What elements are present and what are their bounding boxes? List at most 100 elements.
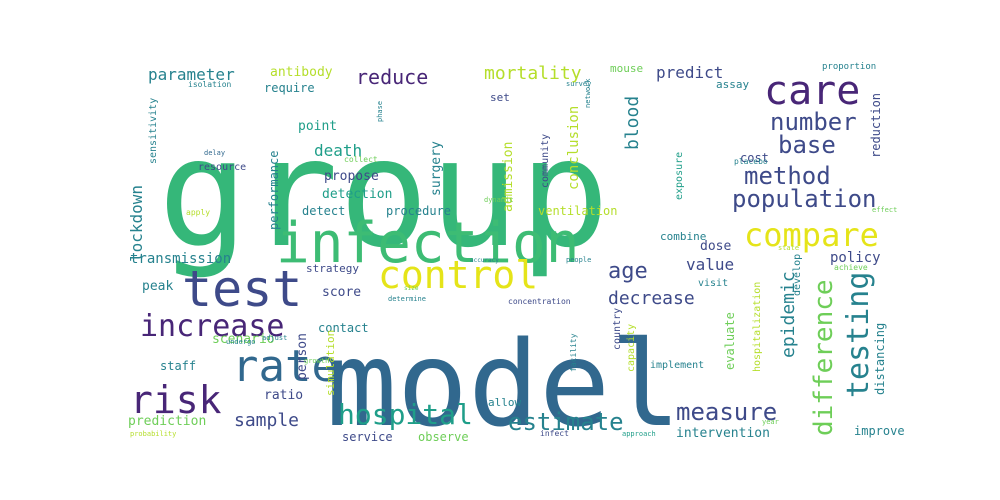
word-admission: admission <box>501 142 516 212</box>
word-cost: cost <box>740 151 769 165</box>
word-state: state <box>778 244 799 252</box>
word-mortality: mortality <box>484 63 582 84</box>
word-test: test <box>182 260 302 318</box>
word-facility: facility <box>569 333 578 372</box>
word-propose: propose <box>324 169 379 184</box>
word-ratio: ratio <box>264 388 303 403</box>
word-transmission: transmission <box>130 251 231 267</box>
word-rate: rate <box>232 341 338 392</box>
word-allow: allow <box>488 396 521 409</box>
word-control: control <box>378 253 538 297</box>
word-peak: peak <box>142 279 173 294</box>
word-determine: determine <box>388 295 426 303</box>
word-estimate: estimate <box>508 408 624 436</box>
word-infection: infection <box>276 211 579 276</box>
word-predict: predict <box>656 63 723 82</box>
word-capacity: capacity <box>626 324 637 372</box>
word-achieve: achieve <box>834 263 868 272</box>
word-growth: growth <box>304 357 329 365</box>
word-policy: policy <box>830 250 881 266</box>
word-reduction: reduction <box>869 93 883 158</box>
word-person: person <box>295 333 310 380</box>
word-hospitalization: hospitalization <box>752 282 763 372</box>
word-parameter: parameter <box>148 65 235 84</box>
word-reduce: reduce <box>356 65 428 89</box>
word-size: size <box>404 285 419 292</box>
word-accuracy: accuracy <box>470 257 499 264</box>
word-surgery: surgery <box>429 141 444 196</box>
word-distancing: distancing <box>873 323 887 395</box>
word-base: base <box>778 131 836 159</box>
word-adjust: adjust <box>262 334 287 342</box>
word-service: service <box>342 430 393 444</box>
word-measure: measure <box>676 398 777 426</box>
word-contact: contact <box>318 321 369 335</box>
word-ventilation: ventilation <box>538 204 617 218</box>
word-value: value <box>686 255 734 274</box>
word-dynamic: dynamic <box>484 196 514 204</box>
word-improve: improve <box>854 424 905 438</box>
word-population: population <box>732 185 877 213</box>
word-phase: phase <box>376 101 384 122</box>
word-point: point <box>298 119 337 134</box>
word-conclusion: conclusion <box>566 106 582 190</box>
word-strategy: strategy <box>306 262 359 275</box>
word-approach: approach <box>622 430 656 438</box>
word-assay: assay <box>716 78 749 91</box>
word-increase: increase <box>140 309 285 344</box>
word-model: model <box>326 315 681 453</box>
word-prediction: prediction <box>128 414 206 429</box>
word-difference: difference <box>809 279 839 436</box>
word-implement: implement <box>650 360 704 371</box>
word-epidemic: epidemic <box>778 271 799 358</box>
word-lockdown: lockdown <box>127 185 146 262</box>
word-effect: effect <box>872 206 897 214</box>
word-placebo: placebo <box>734 157 768 166</box>
word-antibody: antibody <box>270 65 333 80</box>
word-care: care <box>764 68 860 114</box>
word-visit: visit <box>698 278 728 289</box>
word-collect: collect <box>344 155 378 164</box>
word-procedure: procedure <box>386 204 451 218</box>
word-probability: probability <box>130 430 176 438</box>
word-testing: testing <box>841 272 876 398</box>
word-compare: compare <box>744 216 879 254</box>
word-group: group <box>158 107 610 281</box>
word-country: country <box>612 308 623 350</box>
word-year: year <box>762 418 779 426</box>
word-decrease: decrease <box>608 288 695 309</box>
word-scenario: scenario <box>212 332 275 347</box>
word-number: number <box>770 108 857 136</box>
word-staff: staff <box>160 359 196 373</box>
word-isolation: isolation <box>188 80 232 89</box>
word-score: score <box>322 285 361 300</box>
word-people: people <box>566 256 591 264</box>
word-apply: apply <box>186 208 210 217</box>
word-detect: detect <box>302 204 345 218</box>
word-proportion: proportion <box>822 62 876 72</box>
word-evaluate: evaluate <box>723 312 737 370</box>
word-observe: observe <box>418 430 469 444</box>
word-exposure: exposure <box>674 152 685 200</box>
word-require: require <box>264 81 315 95</box>
word-intervention: intervention <box>676 426 770 441</box>
word-detection: detection <box>322 187 392 202</box>
word-simulation: simulation <box>324 330 337 396</box>
word-dose: dose <box>700 239 731 254</box>
word-resource: resource <box>198 162 246 173</box>
word-survey: survey <box>566 80 591 88</box>
word-infect: infect <box>540 429 569 438</box>
word-performance: performance <box>267 151 281 230</box>
word-combine: combine <box>660 230 706 243</box>
word-concentration: concentration <box>508 297 571 306</box>
word-hospital: hospital <box>338 398 473 431</box>
word-community: community <box>540 134 551 188</box>
word-sample: sample <box>234 410 299 431</box>
word-network: network <box>584 78 592 108</box>
word-set: set <box>490 91 510 104</box>
word-age: age <box>608 259 648 284</box>
word-death: death <box>314 141 362 160</box>
